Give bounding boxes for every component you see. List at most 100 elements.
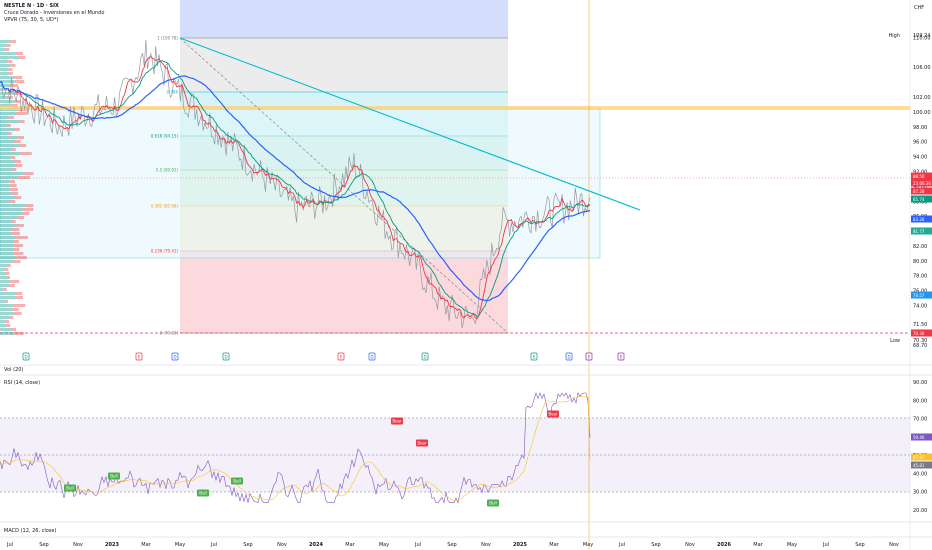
rsi-axis-tick: 40.00 [913,471,927,477]
volume-profile-bar [0,72,9,75]
event-marker-box [565,352,573,361]
rsi-badge-label: 59.40 [913,435,925,440]
volume-profile-bar [0,52,16,55]
rsi-panel[interactable] [0,417,910,493]
volume-profile-bar [0,148,12,151]
volume-profile-bar [14,312,22,315]
event-marker: D [22,352,30,361]
volume-profile-bar [0,156,11,159]
volume-profile-bar [0,284,9,287]
event-marker: D [368,352,376,361]
volume-profile-bar [0,324,7,327]
rsi-signal-label: Bull [199,491,207,496]
price-badge: 87.28 [911,187,932,195]
volume-profile-bar [11,228,20,231]
volume-profile-bar [11,328,16,331]
volume-profile-bar [0,188,10,191]
event-marker: E [337,352,345,361]
downtrend-line[interactable] [179,37,641,211]
volume-profile-bar [0,272,7,275]
macd-legend[interactable]: MACD (12, 26, close) [4,528,57,534]
event-marker: D [171,352,179,361]
volume-profile-bar [4,288,7,291]
volume-profile-bar [11,148,16,151]
time-axis-tick: Nov [889,542,899,548]
price-axis-tick: 90.00 [913,184,927,190]
time-axis-tick: 2026 [717,542,731,548]
volume-profile-bar [12,192,19,195]
volume-profile-bar [0,292,15,295]
rsi-legend[interactable]: RSI (14, close) [4,380,41,386]
volume-profile-bar [0,160,15,163]
volume-profile-bar [7,60,13,63]
event-marker-box [135,352,143,361]
volume-profile-bar [16,296,23,299]
volume-profile-bar [0,184,11,187]
event-marker-box [530,352,538,361]
fib-trend-line[interactable] [179,37,509,334]
price-axis-tick: 110.00 [913,35,931,41]
symbol-title[interactable]: NESTLE N · 1D · SIX [4,3,59,9]
price-badge-bg [911,227,932,235]
rsi-badge-bg [911,433,932,441]
price-axis-tick: 102.00 [913,95,931,101]
volume-profile-bar [13,304,26,307]
rsi-signal-label: Bull [233,479,241,484]
volume-profile-bar [10,40,16,43]
volume-profile-bar [0,40,11,43]
vol-legend[interactable]: Vol (20) [4,367,24,373]
time-axis-tick: Mar [345,542,355,548]
rsi-axis[interactable]: 90.0080.0070.0060.8250.0040.0030.0020.00… [911,380,932,514]
volume-profile-bar [10,184,17,187]
volume-profile-bar [11,104,18,107]
price-badge: 83.26 [911,215,932,223]
volume-profile-bar [0,264,8,267]
ema-fast-line [0,56,591,320]
price-axis-tick: 78.00 [913,274,927,280]
rsi-signal-bg [108,472,120,480]
volume-profile-bar [9,188,18,191]
volume-profile-bar [0,44,7,47]
event-marker-label: E [588,355,591,360]
event-marker: E [135,352,143,361]
volume-profile-bar [5,48,10,51]
volume-profile-bar [15,112,27,115]
rsi-signal: Bear [391,417,403,425]
volume-profile-bar [14,76,23,79]
rsi-signal: Bull [231,477,243,485]
volume-profile-bar [0,64,11,67]
volume-profile-bar [0,236,17,239]
indicator-vpvr[interactable]: VPVR (75, 30, 5, UD*) [4,17,59,23]
volume-profile-bar [21,212,30,215]
price-badge: 85.74 [911,195,932,203]
rsi-badge: 47.87 [911,453,932,461]
price-badge-bg [911,172,932,180]
price-axis[interactable]: 110.00 106.00 102.00 100.00 98.00 96.00 94.00 9… [889,33,932,349]
rsi-signal-bg [547,410,559,418]
rsi-axis-tick: 70.00 [913,417,927,423]
time-axis-tick: May [175,542,185,548]
price-badge-bg [911,215,932,223]
rsi-signal-label: Bear [392,419,402,424]
event-marker-box [368,352,376,361]
rsi-signal: Bear [416,439,428,447]
volume-profile-bar [6,320,9,323]
volume-profile-bar [0,280,11,283]
price-axis-tick: 82.00 [913,244,927,250]
price-axis-tick: 80.00 [913,259,927,265]
price-axis-tick: 92.00 [913,169,927,175]
event-marker-label: D [567,355,570,360]
indicator-golden-cross[interactable]: Cruce Dorado - Inversiones en el Mundo [4,10,105,16]
rsi-signal: Bull [487,499,499,507]
price-lines [0,39,591,329]
volume-profile-bar [22,208,34,211]
volume-profile-bar [0,200,10,203]
price-badge: 23:06:36 [911,179,932,187]
price-badge-bg [911,187,932,195]
volume-profile-bar [14,244,24,247]
price-badge-label: 23:06:36 [913,181,931,186]
volume-profile-bar [7,276,10,279]
time-axis[interactable]: Jul Sep Nov 2023 Mar May Jul Sep Nov 2024 Mar May Ju… [6,542,899,548]
volume-profile-bar [0,332,15,335]
resistance-zone[interactable] [0,106,910,110]
